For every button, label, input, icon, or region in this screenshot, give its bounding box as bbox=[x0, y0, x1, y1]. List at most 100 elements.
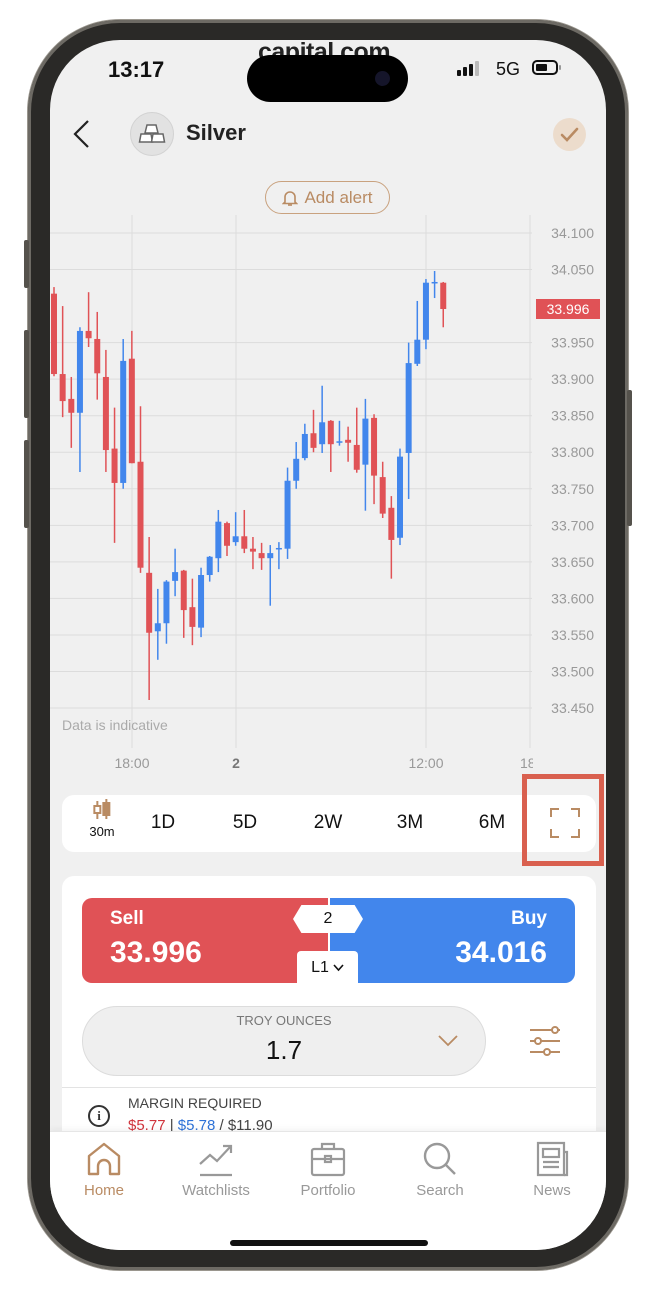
timeframe-1d[interactable]: 1D bbox=[150, 812, 176, 833]
candle-body bbox=[336, 441, 343, 443]
bottom-nav: Home Watchlists Portfolio Search News bbox=[50, 1131, 606, 1250]
y-tick-label: 33.450 bbox=[551, 700, 594, 716]
candle-body bbox=[440, 282, 447, 310]
margin-separator: | bbox=[165, 1117, 178, 1134]
buy-price: 34.016 bbox=[455, 936, 547, 969]
sell-label: Sell bbox=[110, 908, 144, 929]
sell-button[interactable]: Sell 33.996 bbox=[82, 898, 328, 983]
candle-body bbox=[345, 439, 352, 443]
page-title: Silver bbox=[186, 120, 246, 145]
nav-news[interactable]: News bbox=[502, 1140, 602, 1199]
candle-body bbox=[51, 293, 57, 375]
battery-icon bbox=[532, 60, 561, 75]
phone-side-button bbox=[24, 330, 29, 418]
level-label: L1 bbox=[311, 958, 329, 976]
candle-body bbox=[172, 572, 179, 581]
x-tick-label: 2 bbox=[232, 755, 240, 771]
last-price-tag bbox=[536, 299, 600, 320]
candle-body bbox=[206, 556, 213, 576]
candle-body bbox=[94, 338, 101, 374]
candle-body bbox=[59, 374, 66, 402]
home-indicator bbox=[230, 1240, 428, 1246]
candle-body bbox=[146, 572, 153, 633]
phone-side-button bbox=[24, 440, 29, 528]
signal-icon bbox=[457, 61, 479, 76]
candle-body bbox=[249, 548, 256, 552]
candle-body bbox=[405, 363, 412, 453]
chevron-left-icon[interactable] bbox=[68, 118, 98, 150]
phone-side-button bbox=[627, 390, 632, 526]
candle-body bbox=[163, 581, 170, 624]
last-price-label: 33.996 bbox=[547, 301, 590, 317]
nav-label: Watchlists bbox=[182, 1182, 250, 1199]
candle-body bbox=[120, 360, 127, 483]
quantity-label: TROY OUNCES bbox=[236, 1013, 332, 1028]
y-tick-label: 33.900 bbox=[551, 371, 594, 387]
chevron-down-icon[interactable] bbox=[438, 1035, 458, 1047]
x-label-clip bbox=[533, 752, 606, 776]
phone-side-button bbox=[24, 240, 29, 288]
level-dropdown[interactable]: L1 bbox=[297, 951, 358, 984]
candle-body bbox=[215, 521, 222, 559]
fullscreen-icon[interactable] bbox=[549, 807, 581, 839]
sliders-icon[interactable] bbox=[528, 1024, 562, 1058]
timeframe-6m[interactable]: 6M bbox=[478, 812, 506, 833]
divider bbox=[62, 1087, 596, 1088]
add-alert-button[interactable]: Add alert bbox=[265, 181, 390, 214]
margin-label: MARGIN REQUIRED bbox=[128, 1095, 262, 1111]
candlestick-chart[interactable]: 34.100 34.050 33.950 33.900 33.850 33.800 33.7… bbox=[50, 40, 606, 800]
candle-body bbox=[414, 339, 421, 364]
interval-selector[interactable]: 30m bbox=[89, 799, 115, 839]
candle-body bbox=[397, 456, 403, 538]
candle-body bbox=[128, 358, 135, 464]
chevron-down-icon bbox=[333, 963, 344, 971]
y-tick-label: 33.750 bbox=[551, 481, 594, 497]
candle-body bbox=[301, 433, 308, 459]
candle-body bbox=[353, 444, 360, 470]
quantity-input[interactable]: TROY OUNCES 1.7 bbox=[82, 1006, 486, 1076]
buy-button[interactable]: Buy 34.016 bbox=[330, 898, 575, 983]
sell-price: 33.996 bbox=[110, 936, 202, 969]
nav-search[interactable]: Search bbox=[390, 1140, 490, 1199]
interval-label: 30m bbox=[89, 824, 115, 839]
info-icon[interactable]: i bbox=[88, 1105, 110, 1127]
margin-values: $5.77 | $5.78 / $11.90 bbox=[128, 1117, 273, 1134]
nav-label: News bbox=[533, 1182, 571, 1199]
margin-sell: $5.77 bbox=[128, 1117, 166, 1134]
candle-body bbox=[198, 575, 205, 628]
check-icon[interactable] bbox=[553, 118, 586, 151]
spread-badge: 2 bbox=[293, 905, 363, 933]
candle-body bbox=[180, 570, 187, 611]
search-icon bbox=[423, 1142, 456, 1175]
y-tick-label: 34.050 bbox=[551, 262, 594, 278]
margin-buy: $5.78 bbox=[177, 1117, 216, 1134]
home-icon bbox=[87, 1142, 121, 1176]
nav-home[interactable]: Home bbox=[54, 1140, 154, 1199]
y-tick-label: 33.550 bbox=[551, 627, 594, 643]
y-tick-label: 33.850 bbox=[551, 408, 594, 424]
camera-icon bbox=[375, 71, 390, 86]
timeframe-2w[interactable]: 2W bbox=[313, 812, 343, 833]
app-screen: capital.com 13:17 5G Silver 34.100 34.050… bbox=[50, 40, 606, 1250]
candle-body bbox=[422, 282, 429, 340]
candle-body bbox=[379, 477, 386, 514]
candle-body bbox=[111, 448, 118, 483]
candle-body bbox=[310, 433, 317, 448]
y-tick-label: 33.650 bbox=[551, 554, 594, 570]
add-alert-label: Add alert bbox=[304, 187, 373, 207]
nav-label: Home bbox=[83, 1182, 124, 1199]
x-tick-label: 18:00 bbox=[114, 755, 149, 771]
x-tick-label: 12:00 bbox=[408, 755, 443, 771]
nav-portfolio[interactable]: Portfolio bbox=[278, 1140, 378, 1199]
candle-body bbox=[68, 398, 75, 413]
y-tick-label: 33.500 bbox=[551, 663, 594, 679]
dynamic-island bbox=[247, 55, 408, 102]
candle-body bbox=[293, 458, 300, 481]
quantity-value: 1.7 bbox=[265, 1035, 303, 1065]
nav-watchlists[interactable]: Watchlists bbox=[166, 1140, 266, 1199]
candle-body bbox=[284, 480, 291, 549]
timeframe-3m[interactable]: 3M bbox=[396, 812, 424, 833]
network-type: 5G bbox=[496, 59, 521, 79]
newspaper-icon bbox=[536, 1141, 569, 1177]
timeframe-5d[interactable]: 5D bbox=[232, 812, 258, 833]
